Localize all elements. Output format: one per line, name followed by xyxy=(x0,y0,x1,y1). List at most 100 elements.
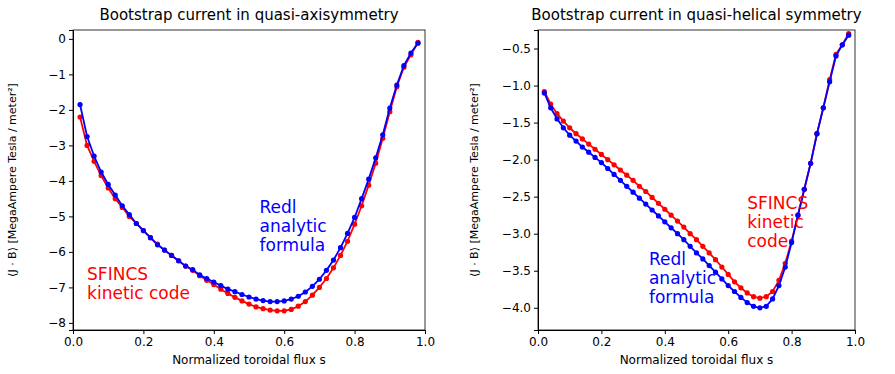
tick-label: 0.2 xyxy=(134,335,153,349)
tick-label: −8 xyxy=(48,316,66,330)
tick-mark xyxy=(143,330,144,334)
tick-mark xyxy=(534,197,538,198)
marker xyxy=(197,272,202,277)
frame xyxy=(73,30,425,330)
marker xyxy=(268,299,273,304)
marker xyxy=(113,192,118,197)
tick-label: 1.0 xyxy=(846,335,865,349)
marker xyxy=(246,301,251,306)
marker xyxy=(310,293,315,298)
marker xyxy=(719,276,724,281)
marker xyxy=(637,184,642,189)
marker xyxy=(631,178,636,183)
annotation: SFINCSkinetic code xyxy=(87,264,190,303)
marker xyxy=(707,250,712,255)
tick-mark xyxy=(69,287,73,288)
tick-label: 0.2 xyxy=(592,335,611,349)
y-axis: −4.0−3.5−3.0−2.5−2.0−1.5−1.0−0.5 xyxy=(502,31,539,331)
marker xyxy=(840,42,845,47)
marker xyxy=(211,279,216,284)
annotation: SFINCSkineticcode xyxy=(747,193,808,251)
marker xyxy=(373,155,378,160)
tick-mark xyxy=(69,110,73,111)
annotation-line: code xyxy=(747,231,788,251)
tick-label: −4.0 xyxy=(502,301,531,315)
y-tick: −4 xyxy=(48,174,73,188)
marker xyxy=(162,248,167,253)
y-axis-label: ⟨J · B⟩ [MegaAmpere Tesla / meter²] xyxy=(468,83,481,277)
x-tick: 0.4 xyxy=(656,330,675,349)
tick-label: −4 xyxy=(48,174,66,188)
tick-label: 0.6 xyxy=(719,335,738,349)
marker xyxy=(688,231,693,236)
marker xyxy=(317,285,322,290)
series-line xyxy=(544,34,848,298)
marker xyxy=(656,201,661,206)
marker xyxy=(260,298,265,303)
marker xyxy=(289,307,294,312)
y-tick: −8 xyxy=(48,316,73,330)
marker xyxy=(310,284,315,289)
marker xyxy=(631,190,636,195)
y-axis: −8−7−6−5−4−3−2−10 xyxy=(48,31,73,331)
marker xyxy=(352,215,357,220)
marker xyxy=(134,221,139,226)
marker xyxy=(246,294,251,299)
marker xyxy=(401,63,406,68)
tick-mark xyxy=(534,123,538,124)
marker xyxy=(827,79,832,84)
marker xyxy=(783,264,788,269)
marker xyxy=(808,161,813,166)
marker xyxy=(239,292,244,297)
marker xyxy=(232,295,237,300)
tick-label: −6 xyxy=(48,245,66,259)
tick-mark xyxy=(665,330,666,334)
x-axis: 0.00.20.40.60.81.0 xyxy=(64,330,435,349)
tick-mark xyxy=(534,234,538,235)
marker xyxy=(282,308,287,313)
figure: 0.00.20.40.60.81.0−8−7−6−5−4−3−2−10Boots… xyxy=(0,0,895,374)
y-tick: −2.0 xyxy=(502,153,538,167)
marker xyxy=(387,106,392,111)
marker xyxy=(700,256,705,261)
marker xyxy=(338,245,343,250)
marker xyxy=(548,105,553,110)
marker xyxy=(77,102,82,107)
axis-line xyxy=(74,331,426,335)
marker xyxy=(190,267,195,272)
marker xyxy=(554,116,559,121)
x-tick: 0.2 xyxy=(592,330,611,349)
marker xyxy=(700,244,705,249)
marker xyxy=(176,258,181,263)
marker xyxy=(840,42,845,47)
marker xyxy=(253,297,258,302)
marker xyxy=(726,272,731,277)
marker xyxy=(148,235,153,240)
tick-label: −5 xyxy=(48,210,66,224)
marker xyxy=(719,264,724,269)
marker xyxy=(814,131,819,136)
tick-label: −2.5 xyxy=(502,190,531,204)
marker xyxy=(814,131,819,136)
tick-mark xyxy=(69,145,73,146)
marker xyxy=(567,133,572,138)
y-tick: −3.5 xyxy=(502,264,538,278)
marker xyxy=(567,125,572,130)
x-tick: 0.6 xyxy=(275,330,294,349)
marker xyxy=(669,225,674,230)
marker xyxy=(331,265,336,270)
x-tick: 0.2 xyxy=(134,330,153,349)
series-line xyxy=(80,43,418,301)
marker xyxy=(675,231,680,236)
panel: 0.00.20.40.60.81.0−8−7−6−5−4−3−2−10Boots… xyxy=(6,6,435,367)
plot-area xyxy=(77,40,420,314)
x-axis: 0.00.20.40.60.81.0 xyxy=(529,330,865,349)
marker xyxy=(694,237,699,242)
marker xyxy=(190,268,195,273)
marker xyxy=(324,276,329,281)
marker xyxy=(681,237,686,242)
marker xyxy=(303,289,308,294)
marker xyxy=(296,304,301,309)
marker xyxy=(394,82,399,87)
marker xyxy=(656,213,661,218)
